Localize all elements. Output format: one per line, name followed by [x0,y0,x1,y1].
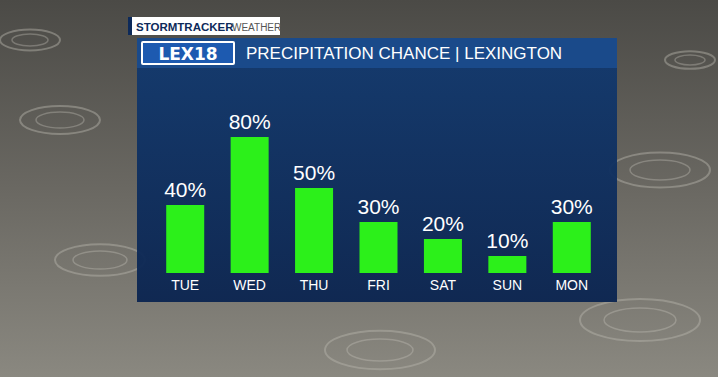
ripple [665,51,715,69]
chart-title: PRECIPITATION CHANCE | LEXINGTON [246,44,562,63]
ripple [0,30,60,51]
tag-accent [128,17,132,35]
x-tick-label: THU [300,277,329,293]
bar [231,137,269,273]
tag-text: WEATHER [232,22,281,33]
ripple [630,160,690,180]
background [0,0,718,377]
chart-root: STORMTRACKERWEATHER LEX18 PRECIPITATION CH… [0,0,718,377]
header-bar [137,38,617,68]
x-tick-label: SAT [430,277,457,293]
bar [424,239,462,273]
ripple [604,308,676,332]
ripple [20,106,100,134]
bar [360,222,398,273]
ripple [36,112,84,128]
data-label: 40% [164,178,206,201]
bar [488,256,526,273]
data-label: 50% [293,161,335,184]
bars [166,137,591,273]
logo-inner [143,43,233,63]
chart-svg: STORMTRACKERWEATHER LEX18 PRECIPITATION CH… [0,0,718,377]
tag-text: STORMTRACKER [136,21,234,33]
logo-box [141,41,235,65]
data-label: 30% [551,195,593,218]
x-tick-label: FRI [367,277,390,293]
data-label: 20% [422,212,464,235]
ripple [347,339,413,361]
ripple [325,331,435,370]
ripple [73,251,127,269]
x-tick-label: MON [555,277,588,293]
x-tick-label: SUN [493,277,523,293]
ripple [12,34,48,46]
logo-text: LEX18 [158,44,217,64]
panel [137,38,617,302]
bar [295,188,333,273]
ripple [580,299,700,341]
bar [166,205,204,273]
x-tick-label: WED [233,277,266,293]
data-label: 10% [486,229,528,252]
ripple [610,153,710,188]
data-label: 30% [357,195,399,218]
x-tick-label: TUE [171,277,199,293]
ripple [55,244,145,276]
ripple [675,55,705,65]
bar [553,222,591,273]
data-label: 80% [229,110,271,133]
